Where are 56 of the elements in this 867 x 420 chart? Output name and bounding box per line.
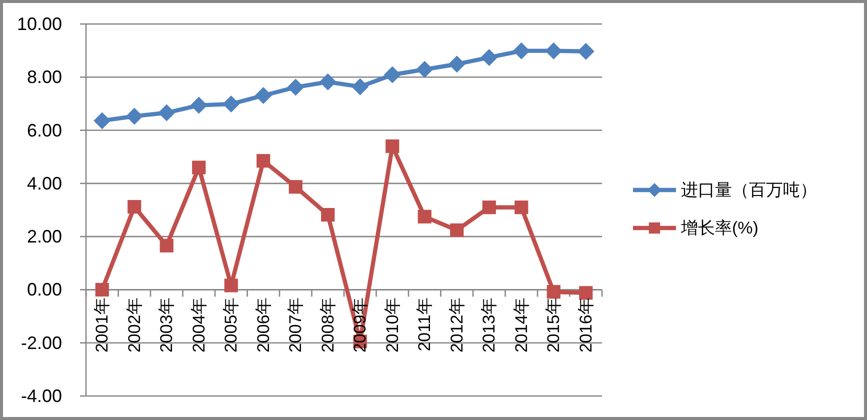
x-tick-label: 2003年: [157, 298, 176, 353]
point: [158, 104, 176, 122]
point: [545, 42, 562, 60]
y-tick-label: 10.00: [16, 14, 62, 34]
point: [546, 285, 560, 299]
point: [386, 139, 400, 154]
y-tick-label: 4.00: [26, 173, 62, 194]
x-tick-label: 2001年: [92, 298, 112, 353]
point: [190, 96, 208, 114]
point: [224, 278, 238, 292]
point: [128, 200, 142, 214]
point: [321, 208, 335, 222]
y-tick-label: -4.00: [20, 386, 62, 406]
y-tick-label: 0.00: [26, 280, 62, 300]
legend-label: 增长率(%): [680, 218, 758, 238]
point: [384, 66, 401, 84]
point: [514, 200, 528, 214]
point: [254, 86, 272, 104]
y-tick-label: 8.00: [26, 67, 62, 88]
y-tick-label: -2.00: [20, 332, 62, 353]
point: [352, 78, 369, 96]
point: [160, 238, 174, 252]
point: [256, 154, 270, 168]
point: [416, 60, 434, 78]
x-tick-label: 2012年: [447, 298, 466, 353]
point: [95, 282, 109, 297]
point: [482, 200, 496, 214]
point: [418, 210, 432, 224]
x-tick-label: 2005年: [222, 298, 241, 353]
x-tick-label: 2016年: [576, 298, 596, 353]
x-tick-label: 2011年: [415, 298, 434, 352]
y-tick-label: 6.00: [26, 120, 62, 140]
x-tick-label: 2009年: [350, 298, 370, 353]
point: [319, 73, 336, 90]
point: [192, 160, 206, 174]
x-tick-label: 2007年: [286, 298, 306, 353]
point: [288, 180, 302, 194]
point: [126, 108, 143, 125]
point: [94, 112, 111, 130]
point: [450, 223, 464, 237]
point: [512, 42, 530, 60]
x-tick-label: 2004年: [189, 298, 208, 353]
point: [480, 48, 498, 66]
point: [222, 95, 240, 112]
point: [287, 78, 304, 96]
x-tick-label: 2014年: [512, 298, 531, 353]
y-tick-label: 2.00: [26, 226, 62, 247]
x-tick-label: 2006年: [254, 298, 273, 353]
legend-label: 进口量（百万吨）: [681, 180, 817, 200]
x-tick-label: 2002年: [124, 298, 144, 353]
point: [448, 56, 466, 73]
point: [577, 42, 594, 60]
x-tick-label: 2013年: [480, 298, 499, 353]
x-tick-label: 2008年: [318, 298, 338, 353]
x-tick-label: 2010年: [382, 298, 402, 353]
x-tick-label: 2015年: [544, 298, 564, 353]
